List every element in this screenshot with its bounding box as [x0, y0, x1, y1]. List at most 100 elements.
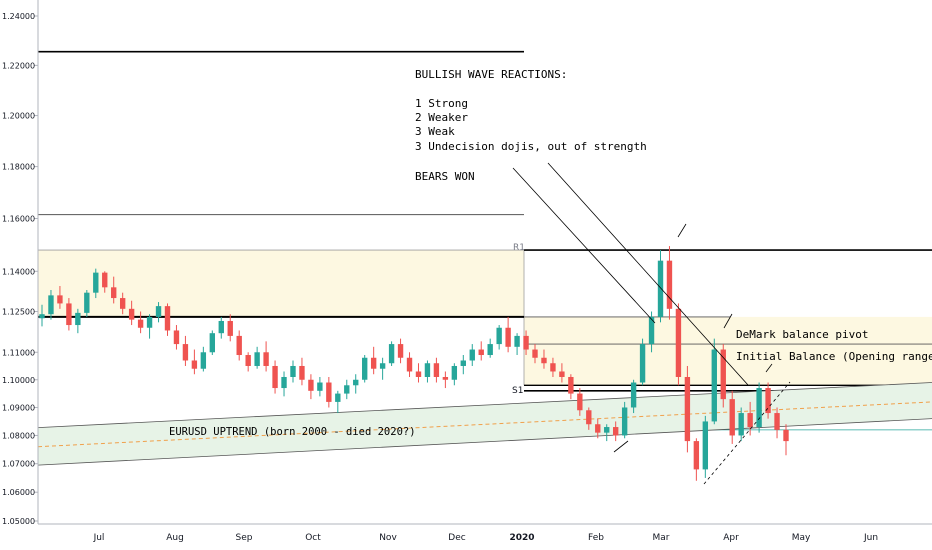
candle-body [595, 424, 601, 433]
candle-body [720, 349, 726, 400]
candle-body [451, 365, 458, 380]
candle-body [747, 413, 753, 428]
candle-body [254, 352, 260, 366]
candle-body [182, 344, 189, 361]
candle-body [630, 382, 637, 408]
x-tick-label: Oct [305, 533, 321, 543]
candle-body [308, 379, 314, 391]
candle-body [442, 376, 449, 380]
candle-body [299, 365, 305, 380]
candle-body [774, 413, 780, 430]
zones-layer [38, 249, 932, 386]
candle-body [693, 441, 700, 470]
candle-body [657, 260, 664, 317]
arrows-layer [512, 162, 791, 485]
candle-body [263, 352, 269, 366]
candle-body [209, 333, 216, 353]
y-tick-label: 1.20000 [2, 112, 35, 121]
arrow-high-mar [677, 223, 687, 238]
support-dashed-line [703, 381, 791, 485]
candle-body [137, 319, 144, 328]
candle-body [57, 295, 63, 304]
candle-body [344, 385, 350, 394]
candle-body [639, 344, 646, 383]
trend-channel-layer [37, 382, 932, 466]
candle-body [75, 312, 81, 326]
y-tick-label: 1.05000 [2, 517, 35, 526]
candle-body [128, 308, 135, 320]
candle-body [648, 316, 655, 345]
candle-body [164, 306, 171, 331]
candle-body [39, 314, 45, 319]
y-tick-label: 1.18000 [2, 163, 35, 172]
x-tick-label: 2020 [509, 533, 534, 543]
candle-body [523, 335, 529, 350]
candle-body [433, 363, 440, 377]
candle-body [711, 349, 717, 422]
candle-body [469, 349, 475, 361]
candles-layer [39, 246, 789, 481]
level-label-r1: R1 [513, 243, 525, 253]
x-tick-label: Jun [863, 533, 878, 543]
candle-body [604, 427, 610, 433]
arrow-low-feb [613, 440, 629, 453]
channel-median-line [37, 401, 932, 448]
wave-item-3: 3 Weak [415, 125, 455, 138]
candle-body [514, 335, 520, 347]
wave-item-1: 1 Strong [415, 97, 468, 110]
candle-body [66, 303, 72, 326]
candle-body [353, 379, 359, 386]
candle-body [281, 376, 287, 389]
x-tick-label: May [792, 533, 811, 543]
candle-body [496, 327, 502, 345]
candle-body [146, 316, 153, 328]
horizontal-lines-layer [38, 50, 932, 431]
y-tick-label: 1.09000 [2, 403, 35, 412]
candle-body [675, 308, 682, 377]
candle-body [684, 376, 691, 442]
candle-body [326, 382, 332, 402]
candle-body [102, 272, 108, 288]
candle-body [415, 371, 422, 377]
candle-body [191, 360, 198, 369]
candle-body [93, 272, 99, 293]
candle-body [290, 365, 296, 377]
candle-body [155, 306, 162, 317]
uptrend-label: EURUSD UPTREND (born 2000 - died 2020?) [169, 426, 416, 438]
x-tick-label: Jul [93, 533, 105, 543]
initial-balance-label: Initial Balance (Opening range) [736, 350, 932, 363]
wave-title: BULLISH WAVE REACTIONS: [415, 68, 567, 81]
candle-body [370, 357, 377, 369]
candle-body [783, 429, 789, 442]
x-tick-label: Mar [653, 533, 670, 543]
wave-annotation: BULLISH WAVE REACTIONS: 1 Strong 2 Weake… [415, 68, 647, 183]
level-label-s1: S1 [512, 386, 523, 396]
y-tick-label: 1.16000 [2, 214, 35, 223]
candle-body [541, 357, 547, 364]
y-tick-label: 1.11000 [2, 348, 35, 357]
candle-body [317, 382, 323, 391]
trend-channel-fill [38, 382, 932, 466]
candle-body [559, 371, 565, 377]
y-tick-label: 1.24000 [2, 12, 35, 21]
candle-body [406, 357, 413, 372]
candle-body [379, 363, 386, 369]
candle-body [397, 344, 404, 358]
x-tick-label: Apr [723, 533, 739, 543]
wave-item-2: 2 Weaker [415, 111, 468, 124]
arrow-apr [765, 363, 773, 373]
candle-body [218, 320, 224, 334]
candle-body [84, 292, 90, 313]
candle-body [568, 376, 574, 394]
candle-body [550, 363, 556, 372]
candle-body [111, 287, 117, 299]
candle-body [424, 363, 431, 377]
arrow-demark [723, 313, 733, 329]
candle-body [586, 410, 592, 425]
y-axis-ticks: 1.24000 1.22000 1.20000 1.18000 1.16000 1.140… [2, 12, 38, 526]
balance-zone-2020 [524, 316, 932, 386]
y-tick-label: 1.22000 [2, 61, 35, 70]
candle-body [577, 393, 583, 411]
